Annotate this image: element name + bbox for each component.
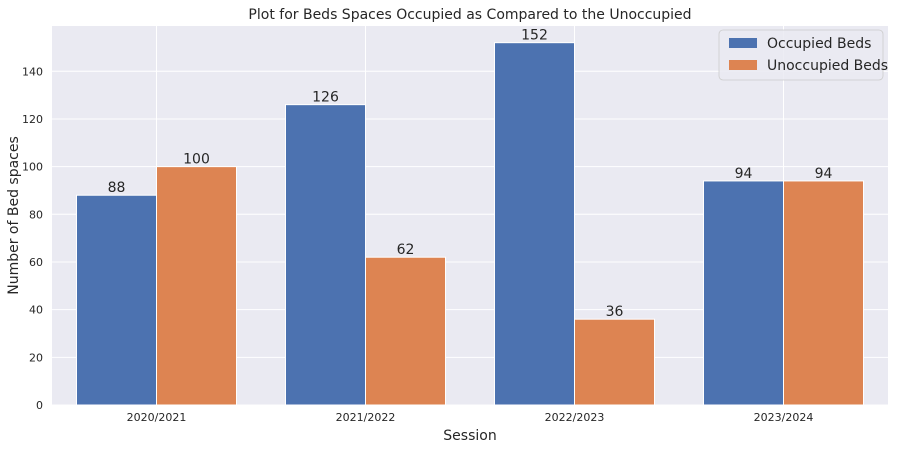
y-axis-label: Number of Bed spaces bbox=[6, 136, 22, 295]
bar bbox=[365, 256, 446, 406]
y-axis-ticks: 0 20 40 60 80 100 120 140 bbox=[22, 65, 43, 412]
bar-data-label: 152 bbox=[521, 28, 548, 44]
y-tick-label: 80 bbox=[29, 208, 43, 221]
legend-label: Occupied Beds bbox=[767, 36, 871, 52]
y-tick-label: 100 bbox=[22, 161, 43, 174]
y-tick-label: 120 bbox=[22, 113, 43, 126]
bar bbox=[76, 194, 157, 406]
bar-data-label: 36 bbox=[606, 304, 624, 320]
bar-data-label: 126 bbox=[312, 90, 339, 106]
x-axis-ticks: 2020/2021 2021/2022 2022/2023 2023/2024 bbox=[127, 411, 814, 424]
x-axis-label: Session bbox=[443, 428, 496, 444]
legend-frame bbox=[718, 29, 884, 81]
y-tick-label: 20 bbox=[29, 351, 43, 364]
bar-data-labels: 88 126 152 94 100 62 36 94 bbox=[108, 28, 833, 321]
x-tick-label: 2022/2023 bbox=[545, 411, 605, 424]
legend-swatch bbox=[729, 38, 757, 48]
legend: Occupied Beds Unoccupied Beds bbox=[718, 29, 888, 81]
bar bbox=[494, 42, 575, 406]
y-tick-label: 40 bbox=[29, 304, 43, 317]
y-tick-label: 0 bbox=[36, 399, 43, 412]
x-tick-label: 2020/2021 bbox=[127, 411, 187, 424]
bar-data-label: 94 bbox=[815, 166, 833, 182]
y-tick-label: 140 bbox=[22, 65, 43, 78]
bar bbox=[703, 180, 784, 406]
y-tick-label: 60 bbox=[29, 256, 43, 269]
x-tick-label: 2023/2024 bbox=[754, 411, 814, 424]
bar bbox=[574, 318, 655, 406]
legend-swatch bbox=[729, 60, 757, 70]
bar bbox=[156, 166, 237, 406]
bar-data-label: 94 bbox=[735, 166, 753, 182]
chart-title: Plot for Beds Spaces Occupied as Compare… bbox=[248, 7, 691, 23]
legend-label: Unoccupied Beds bbox=[767, 58, 888, 74]
x-tick-label: 2021/2022 bbox=[336, 411, 396, 424]
bar bbox=[285, 104, 366, 406]
bars bbox=[76, 42, 864, 406]
bar bbox=[783, 180, 864, 406]
bar-data-label: 62 bbox=[397, 242, 415, 258]
bar-data-label: 88 bbox=[108, 180, 126, 196]
bar-data-label: 100 bbox=[183, 152, 210, 168]
